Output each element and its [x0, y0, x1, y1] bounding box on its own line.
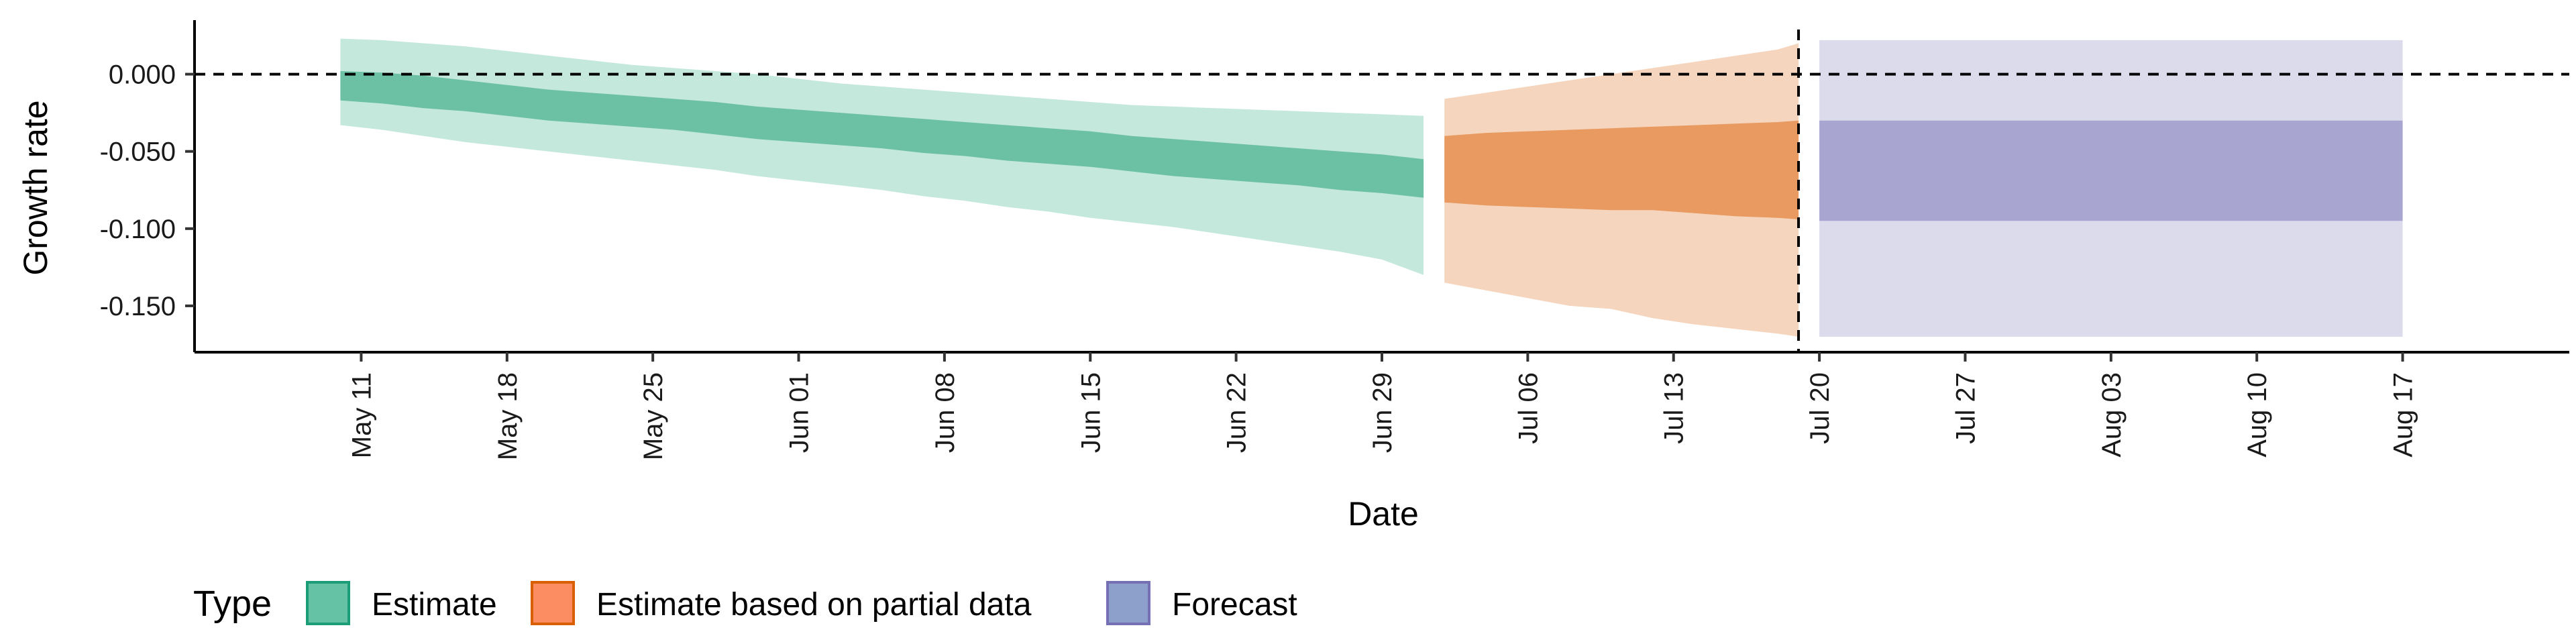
estimate-based-on-partial-data-inner-band: [1444, 120, 1799, 219]
legend-label-estimate: Estimate: [372, 587, 497, 623]
x-tick-label: Jul 13: [1660, 372, 1689, 444]
x-tick-label: May 18: [493, 372, 523, 460]
forecast-inner-band: [1819, 120, 2403, 221]
y-tick-label: 0.000: [109, 60, 176, 90]
y-axis-title: Growth rate: [17, 100, 54, 275]
legend: Type Estimate Estimate based on partial d…: [193, 581, 1297, 625]
x-tick-label: Jul 27: [1951, 372, 1981, 444]
axes: 0.000 -0.050 -0.100 -0.150 May 11 May 18 May 2…: [100, 20, 2569, 460]
y-tick-label: -0.150: [100, 292, 176, 321]
x-tick-label: Jun 15: [1076, 372, 1106, 453]
x-tick-label: Jun 22: [1222, 372, 1252, 453]
legend-swatch-estimate: [306, 581, 350, 625]
y-tick-label: -0.100: [100, 215, 176, 244]
x-tick-label: Aug 03: [2097, 372, 2127, 458]
x-tick-label: Jul 06: [1513, 372, 1543, 444]
legend-title: Type: [193, 584, 272, 624]
x-tick-label: Jun 08: [930, 372, 960, 453]
uncertainty-bands: [340, 38, 2403, 337]
x-tick-label: Aug 17: [2389, 372, 2418, 458]
y-tick-label: -0.050: [100, 138, 176, 167]
x-tick-label: May 11: [347, 372, 376, 458]
x-axis-title: Date: [1348, 495, 1419, 533]
x-tick-label: Aug 10: [2243, 372, 2272, 458]
legend-swatch-forecast: [1106, 581, 1150, 625]
reference-lines: [195, 30, 2569, 352]
x-tick-label: Jun 29: [1368, 372, 1397, 453]
estimate-inner-band: [340, 71, 1424, 198]
legend-label-forecast: Forecast: [1172, 587, 1297, 623]
x-tick-label: Jul 20: [1805, 372, 1835, 444]
legend-swatch-estimate-based-on-partial-data: [531, 581, 575, 625]
legend-label-estimate-based-on-partial-data: Estimate based on partial data: [596, 587, 1032, 623]
x-tick-label: Jun 01: [785, 372, 814, 453]
x-tick-label: May 25: [639, 372, 668, 460]
